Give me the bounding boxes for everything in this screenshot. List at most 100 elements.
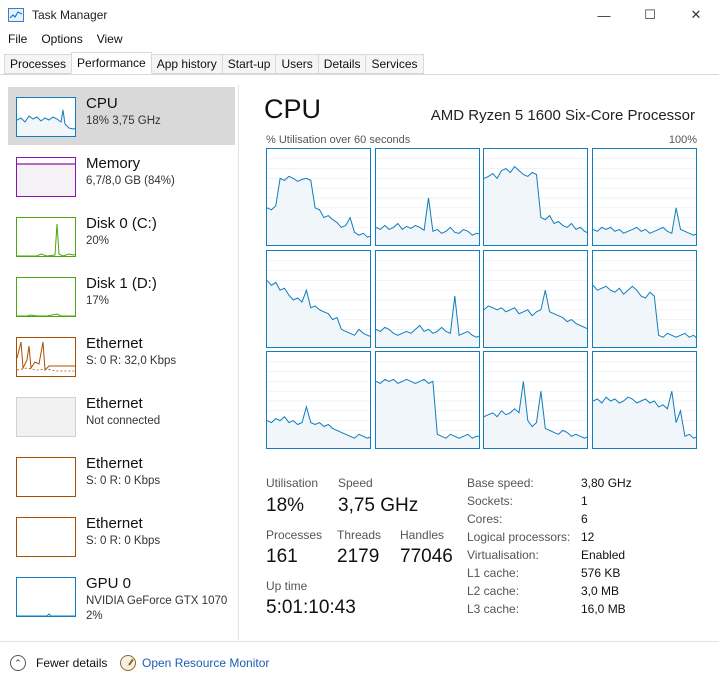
spec-value-sockets: 1	[581, 494, 588, 508]
sidebar-item-detail: Not connected	[86, 415, 161, 427]
sidebar-item-name: Ethernet	[86, 335, 143, 352]
sidebar-item-cpu[interactable]: CPU 18% 3,75 GHz	[8, 87, 235, 145]
window-title: Task Manager	[32, 8, 108, 22]
resource-monitor-icon[interactable]	[120, 655, 136, 671]
spec-label-cores: Cores:	[467, 512, 503, 526]
spec-label-l2-cache: L2 cache:	[467, 584, 520, 598]
sidebar-item-detail-secondary: 2%	[86, 610, 103, 622]
sidebar-item-disk-1[interactable]: Disk 1 (D:) 17%	[8, 267, 235, 325]
menu-view[interactable]: View	[96, 32, 123, 46]
utilisation-value: 18%	[266, 495, 305, 516]
ethernet-4-thumbnail-graph	[16, 517, 76, 557]
logical-processor-trace	[484, 259, 587, 347]
footer: ⌃ Fewer details Open Resource Monitor	[0, 650, 719, 676]
menu-bar: File Options View	[0, 30, 719, 50]
close-button[interactable]: ✕	[690, 7, 702, 22]
tab-app-history[interactable]: App history	[150, 54, 223, 74]
sidebar-item-detail: NVIDIA GeForce GTX 1070	[86, 595, 228, 607]
spec-value-logical-processors: 12	[581, 530, 595, 544]
handles-value: 77046	[400, 546, 453, 567]
logical-processor-trace	[375, 361, 479, 448]
logical-processor-graphs	[266, 148, 697, 450]
ethernet-3-thumbnail-graph	[16, 457, 76, 497]
tab-services[interactable]: Services	[365, 54, 424, 74]
sidebar-item-detail: 6,7/8,0 GB (84%)	[86, 175, 175, 187]
ethernet-2-thumbnail-graph	[16, 397, 76, 437]
memory-thumbnail-svg	[17, 163, 75, 196]
logical-processor-graph	[483, 148, 588, 246]
disk-1-thumbnail-graph	[16, 277, 76, 317]
sidebar-item-gpu-0[interactable]: GPU 0 NVIDIA GeForce GTX 1070 2%	[8, 567, 235, 633]
tab-details[interactable]: Details	[317, 54, 367, 74]
sidebar-item-ethernet-1[interactable]: Ethernet S: 0 R: 32,0 Kbps	[8, 327, 235, 385]
spec-label-sockets: Sockets:	[467, 494, 514, 508]
spec-label-base-speed: Base speed:	[467, 476, 534, 490]
sidebar-item-detail: S: 0 R: 32,0 Kbps	[86, 355, 177, 367]
tab-divider	[0, 74, 719, 75]
page-title: CPU	[264, 94, 322, 124]
speed-value: 3,75 GHz	[338, 495, 419, 516]
tab-users[interactable]: Users	[275, 54, 319, 74]
utilisation-label: Utilisation	[266, 476, 319, 490]
speed-label: Speed	[338, 476, 373, 490]
spec-label-virtualisation: Virtualisation:	[467, 548, 539, 562]
sidebar-item-ethernet-2[interactable]: Ethernet Not connected	[8, 387, 235, 445]
maximize-button[interactable]: ☐	[644, 7, 656, 22]
logical-processor-trace	[267, 158, 370, 245]
sidebar-item-name: CPU	[86, 95, 118, 112]
sidebar-item-ethernet-3[interactable]: Ethernet S: 0 R: 0 Kbps	[8, 447, 235, 505]
processes-label: Processes	[266, 528, 323, 542]
logical-processor-graph	[483, 249, 588, 348]
spec-value-l3-cache: 16,0 MB	[581, 602, 626, 616]
uptime-value: 5:01:10:43	[266, 597, 356, 618]
disk-0-thumbnail-graph	[16, 217, 76, 257]
sidebar-item-name: Ethernet	[86, 395, 143, 412]
logical-processor-graph	[266, 249, 371, 348]
handles-label: Handles	[400, 528, 445, 542]
cpu-thumbnail-graph	[16, 97, 76, 137]
spec-label-logical-processors: Logical processors:	[467, 530, 571, 544]
logical-processor-trace	[267, 259, 370, 347]
logical-processor-graph	[374, 148, 480, 246]
logical-processor-trace	[592, 158, 696, 245]
sidebar-item-name: Memory	[86, 155, 141, 172]
sidebar-item-disk-0[interactable]: Disk 0 (C:) 20%	[8, 207, 235, 265]
cpu-thumbnail-svg	[17, 109, 75, 136]
sidebar-item-name: Disk 0 (C:)	[86, 215, 157, 232]
logical-processor-trace	[375, 158, 479, 245]
sidebar-divider	[238, 85, 239, 640]
sidebar-item-detail: S: 0 R: 0 Kbps	[86, 535, 161, 547]
logical-processor-graph	[591, 249, 697, 348]
sidebar-item-ethernet-4[interactable]: Ethernet S: 0 R: 0 Kbps	[8, 507, 235, 565]
spec-label-l3-cache: L3 cache:	[467, 602, 520, 616]
logical-processor-trace	[484, 361, 587, 448]
footer-divider	[0, 641, 719, 642]
logical-processor-trace	[267, 361, 370, 448]
menu-options[interactable]: Options	[41, 32, 83, 46]
processes-value: 161	[266, 546, 298, 567]
fewer-details-button[interactable]: Fewer details	[36, 656, 108, 670]
sidebar-item-memory[interactable]: Memory 6,7/8,0 GB (84%)	[8, 147, 235, 205]
tab-start-up[interactable]: Start-up	[221, 54, 277, 74]
sidebar-item-name: Ethernet	[86, 515, 143, 532]
sidebar-item-name: Ethernet	[86, 455, 143, 472]
minimize-button[interactable]: —	[597, 7, 611, 23]
threads-value: 2179	[337, 546, 380, 567]
logical-processor-graph	[591, 148, 697, 246]
logical-processor-graph	[374, 249, 480, 348]
tab-processes[interactable]: Processes	[4, 54, 73, 74]
open-resource-monitor-link[interactable]: Open Resource Monitor	[142, 656, 270, 670]
menu-file[interactable]: File	[8, 32, 28, 46]
disk-0-thumbnail-svg	[17, 223, 75, 256]
gpu-0-thumbnail-svg	[17, 613, 75, 616]
logical-processor-graph	[483, 351, 588, 449]
spec-value-base-speed: 3,80 GHz	[581, 476, 632, 490]
spec-label-l1-cache: L1 cache:	[467, 566, 520, 580]
tab-performance[interactable]: Performance	[71, 52, 152, 74]
uptime-label: Up time	[266, 579, 308, 593]
ethernet-1-thumbnail-graph	[16, 337, 76, 377]
ethernet-1-thumbnail-svg	[17, 341, 75, 372]
memory-thumbnail-graph	[16, 157, 76, 197]
chevron-up-icon[interactable]: ⌃	[10, 655, 26, 671]
sidebar-item-detail: 17%	[86, 295, 110, 307]
